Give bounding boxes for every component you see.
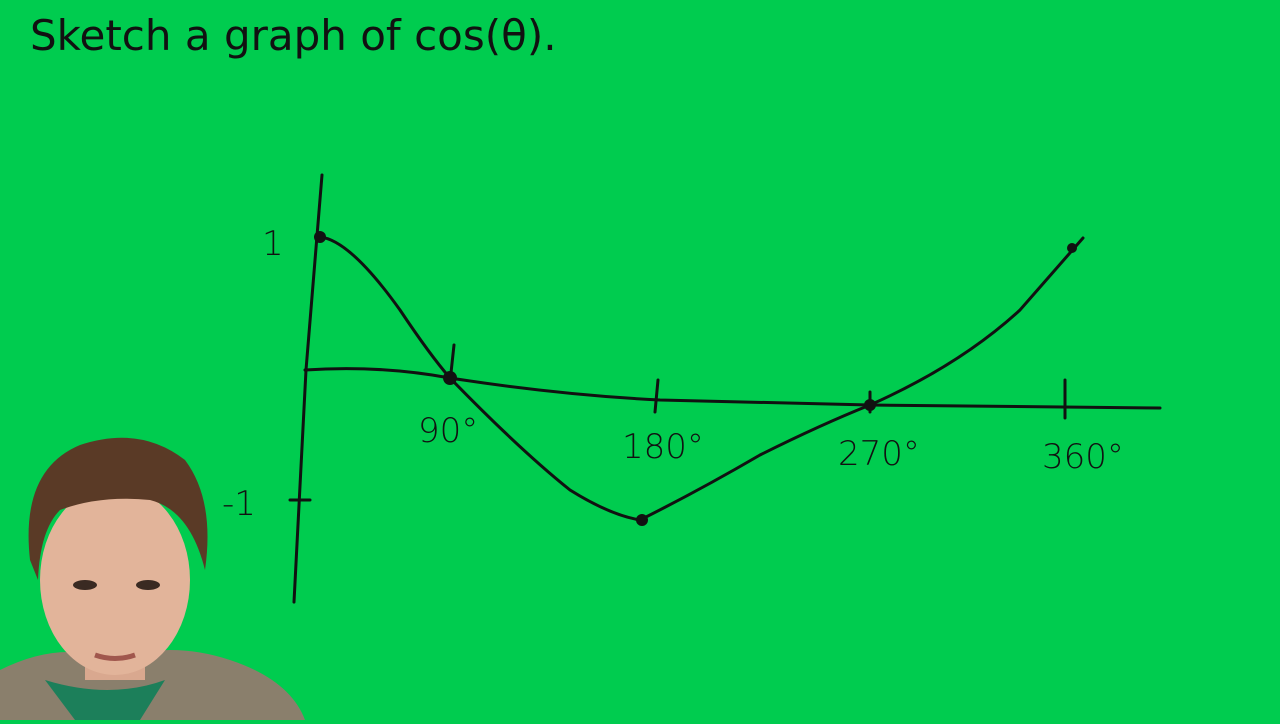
hand-drawn-graph xyxy=(288,173,1162,604)
point xyxy=(864,399,876,411)
presenter-webcam xyxy=(0,437,305,720)
point xyxy=(443,371,457,385)
x-label: 270° xyxy=(838,434,920,474)
point xyxy=(636,514,648,526)
eye xyxy=(136,580,160,590)
point xyxy=(1067,243,1077,253)
tick-marks xyxy=(288,343,1067,502)
x-label: 180° xyxy=(622,427,704,467)
collar xyxy=(45,680,165,720)
y-label: -1 xyxy=(222,484,256,524)
face xyxy=(40,485,190,675)
cosine-curve xyxy=(318,235,1085,522)
eye xyxy=(73,580,97,590)
point xyxy=(314,231,326,243)
slide-title: Sketch a graph of cos(θ). xyxy=(30,11,557,60)
y-label: 1 xyxy=(262,224,284,264)
x-label: 360° xyxy=(1042,437,1124,477)
x-label: 90° xyxy=(418,411,478,451)
curve-points xyxy=(314,231,1077,526)
mouth xyxy=(94,652,136,661)
hair xyxy=(28,437,208,580)
x-axis xyxy=(303,367,1162,410)
